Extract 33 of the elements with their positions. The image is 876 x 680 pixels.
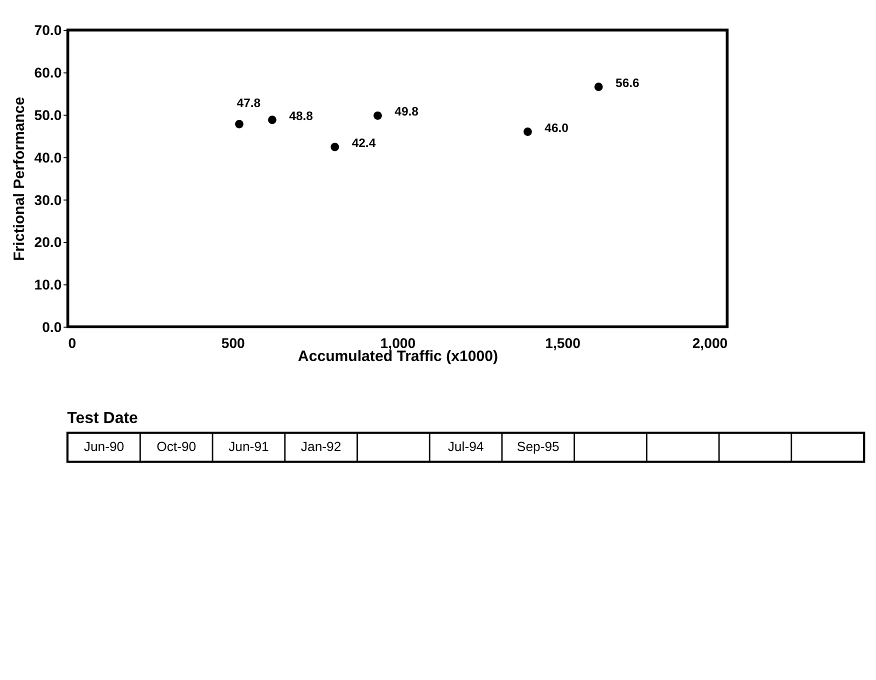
- y-tick-label: 10.0: [34, 276, 62, 293]
- point: [374, 111, 382, 120]
- x-tick-label: 1,500: [545, 334, 581, 351]
- point: [594, 82, 603, 92]
- category-label: Jun-90: [84, 439, 124, 454]
- text: Test Date: [67, 410, 138, 428]
- x-tick-label: 1,000: [380, 334, 416, 351]
- category-label: Jul-94: [448, 439, 484, 454]
- data-label: 56.6: [616, 76, 640, 90]
- category-label: Jan-92: [300, 439, 342, 454]
- point: [235, 120, 244, 128]
- point: [524, 128, 532, 136]
- y-tick-label: 40.0: [34, 149, 62, 166]
- data-label: 47.8: [236, 96, 261, 110]
- y-tick-label: 50.0: [34, 106, 62, 123]
- category-label: Oct-90: [156, 439, 196, 454]
- data-label: 46.0: [544, 120, 569, 135]
- category-label: Sep-95: [516, 439, 560, 454]
- y-tick-label: 0.0: [42, 318, 62, 335]
- y-tick-label: 60.0: [34, 64, 62, 81]
- point: [268, 116, 276, 124]
- point: [330, 142, 340, 152]
- x-tick-label: 500: [221, 334, 246, 351]
- data-label: 42.4: [352, 136, 376, 150]
- y-tick-label: 30.0: [34, 192, 62, 208]
- y-tick-label: 20.0: [34, 234, 62, 250]
- x-tick-label: 0: [68, 334, 76, 351]
- x-tick-label: 2,000: [692, 334, 728, 351]
- y-axis-title: Frictional Performance: [10, 96, 28, 261]
- data-label: 48.8: [289, 108, 314, 123]
- data-label: 49.8: [394, 104, 419, 119]
- category-label: Jun-91: [228, 439, 269, 454]
- y-tick-label: 70.0: [34, 22, 62, 38]
